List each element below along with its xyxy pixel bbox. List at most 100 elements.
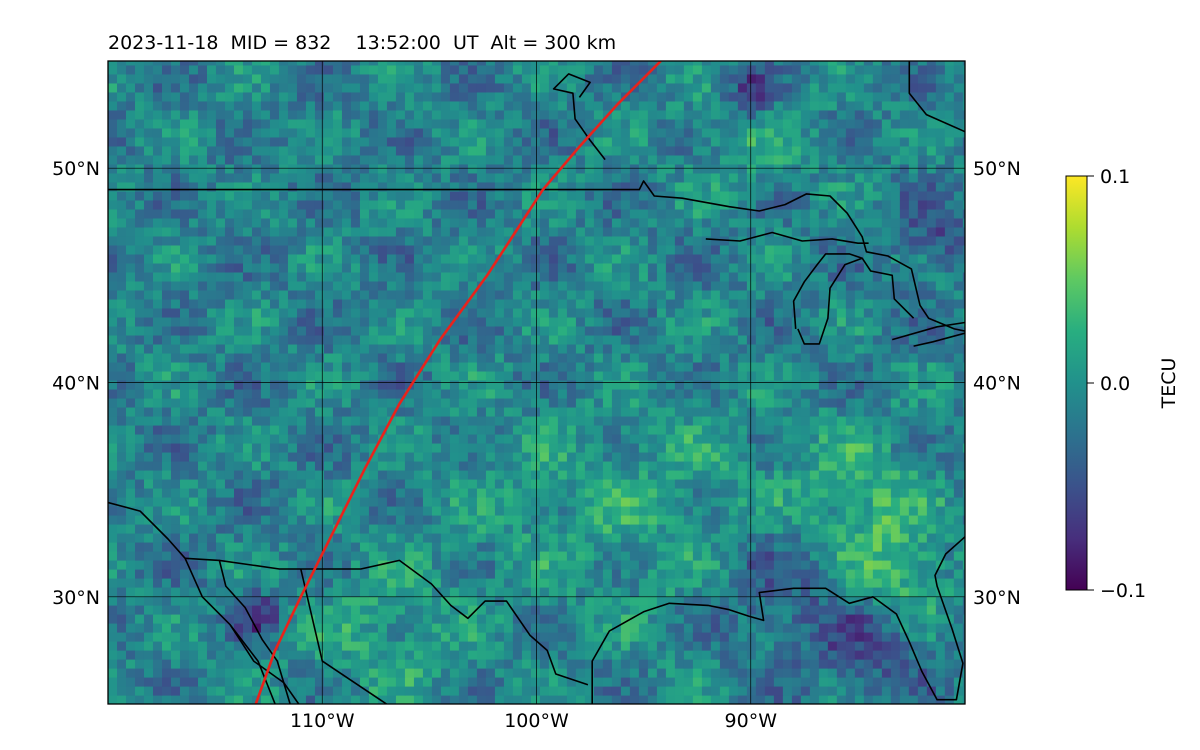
heatmap-cell — [656, 514, 667, 525]
heatmap-cell — [117, 686, 127, 696]
heatmap-cell — [845, 695, 856, 704]
heatmap-cell — [737, 361, 748, 372]
heatmap-cell — [575, 604, 586, 615]
heatmap-cell — [413, 541, 424, 552]
heatmap-cell — [800, 460, 811, 471]
heatmap-cell — [926, 343, 937, 354]
heatmap-cell — [881, 343, 892, 354]
heatmap-cell — [629, 397, 640, 408]
heatmap-cell — [602, 695, 613, 704]
heatmap-cell — [260, 577, 271, 588]
heatmap-cell — [638, 307, 649, 318]
heatmap-cell — [800, 541, 811, 552]
heatmap-cell — [494, 604, 505, 615]
heatmap-cell — [422, 541, 433, 552]
heatmap-cell — [413, 505, 424, 516]
heatmap-cell — [665, 289, 676, 300]
heatmap-cell — [215, 550, 226, 561]
heatmap-cell — [305, 577, 316, 588]
heatmap-cell — [242, 397, 253, 408]
heatmap-cell — [737, 649, 748, 660]
heatmap-cell — [278, 604, 289, 615]
heatmap-cell — [143, 568, 154, 579]
heatmap-cell — [404, 280, 415, 291]
heatmap-cell — [260, 604, 271, 615]
heatmap-cell — [539, 523, 550, 534]
heatmap-cell — [863, 640, 874, 651]
heatmap-cell — [179, 631, 190, 642]
heatmap-cell — [251, 631, 262, 642]
heatmap-cell — [845, 406, 856, 417]
heatmap-cell — [665, 343, 676, 354]
heatmap-cell — [467, 695, 478, 704]
heatmap-cell — [395, 253, 406, 264]
heatmap-cell — [800, 442, 811, 453]
heatmap-cell — [728, 271, 739, 282]
heatmap-cell — [242, 478, 253, 489]
heatmap-cell — [674, 352, 685, 363]
heatmap-cell — [548, 388, 559, 399]
heatmap-cell — [881, 541, 892, 552]
heatmap-cell — [269, 496, 280, 507]
heatmap-cell — [494, 532, 505, 543]
heatmap-cell — [908, 676, 919, 687]
heatmap-cell — [404, 532, 415, 543]
heatmap-cell — [341, 244, 352, 255]
heatmap-cell — [512, 298, 523, 309]
heatmap-cell — [179, 271, 190, 282]
heatmap-cell — [404, 235, 415, 246]
heatmap-cell — [206, 334, 217, 345]
heatmap-cell — [818, 658, 829, 669]
heatmap-cell — [584, 523, 595, 534]
heatmap-cell — [926, 532, 937, 543]
heatmap-cell — [332, 487, 343, 498]
heatmap-cell — [296, 361, 307, 372]
heatmap-cell — [503, 280, 514, 291]
heatmap-cell — [269, 316, 280, 327]
heatmap-cell — [161, 397, 172, 408]
heatmap-cell — [440, 316, 451, 327]
heatmap-cell — [188, 280, 199, 291]
heatmap-cell — [395, 658, 406, 669]
heatmap-cell — [476, 613, 487, 624]
heatmap-cell — [935, 586, 946, 597]
heatmap-cell — [800, 487, 811, 498]
heatmap-cell — [692, 568, 703, 579]
heatmap-cell — [161, 613, 172, 624]
heatmap-cell — [260, 307, 271, 318]
heatmap-cell — [395, 352, 406, 363]
heatmap-cell — [692, 541, 703, 552]
heatmap-cell — [341, 298, 352, 309]
heatmap-cell — [800, 334, 811, 345]
heatmap-cell — [863, 649, 874, 660]
heatmap-cell — [530, 244, 541, 255]
heatmap-cell — [332, 658, 343, 669]
heatmap-cell — [350, 442, 361, 453]
heatmap-cell — [242, 460, 253, 471]
heatmap-cell — [503, 640, 514, 651]
heatmap-cell — [530, 631, 541, 642]
heatmap-cell — [683, 487, 694, 498]
heatmap-cell — [458, 460, 469, 471]
heatmap-cell — [449, 658, 460, 669]
heatmap-cell — [863, 514, 874, 525]
heatmap-cell — [818, 505, 829, 516]
heatmap-cell — [782, 604, 793, 615]
heatmap-cell — [152, 532, 163, 543]
heatmap-cell — [782, 559, 793, 570]
heatmap-cell — [701, 667, 712, 678]
heatmap-cell — [206, 460, 217, 471]
heatmap-cell — [566, 586, 577, 597]
heatmap-cell — [341, 586, 352, 597]
heatmap-cell — [197, 613, 208, 624]
heatmap-cell — [341, 289, 352, 300]
heatmap-cell — [827, 325, 838, 336]
heatmap-cell — [908, 478, 919, 489]
heatmap-cell — [404, 271, 415, 282]
heatmap-cell — [512, 460, 523, 471]
heatmap-cell — [935, 649, 946, 660]
heatmap-cell — [449, 379, 460, 390]
heatmap-cell — [422, 397, 433, 408]
heatmap-cell — [593, 397, 604, 408]
heatmap-cell — [575, 640, 586, 651]
